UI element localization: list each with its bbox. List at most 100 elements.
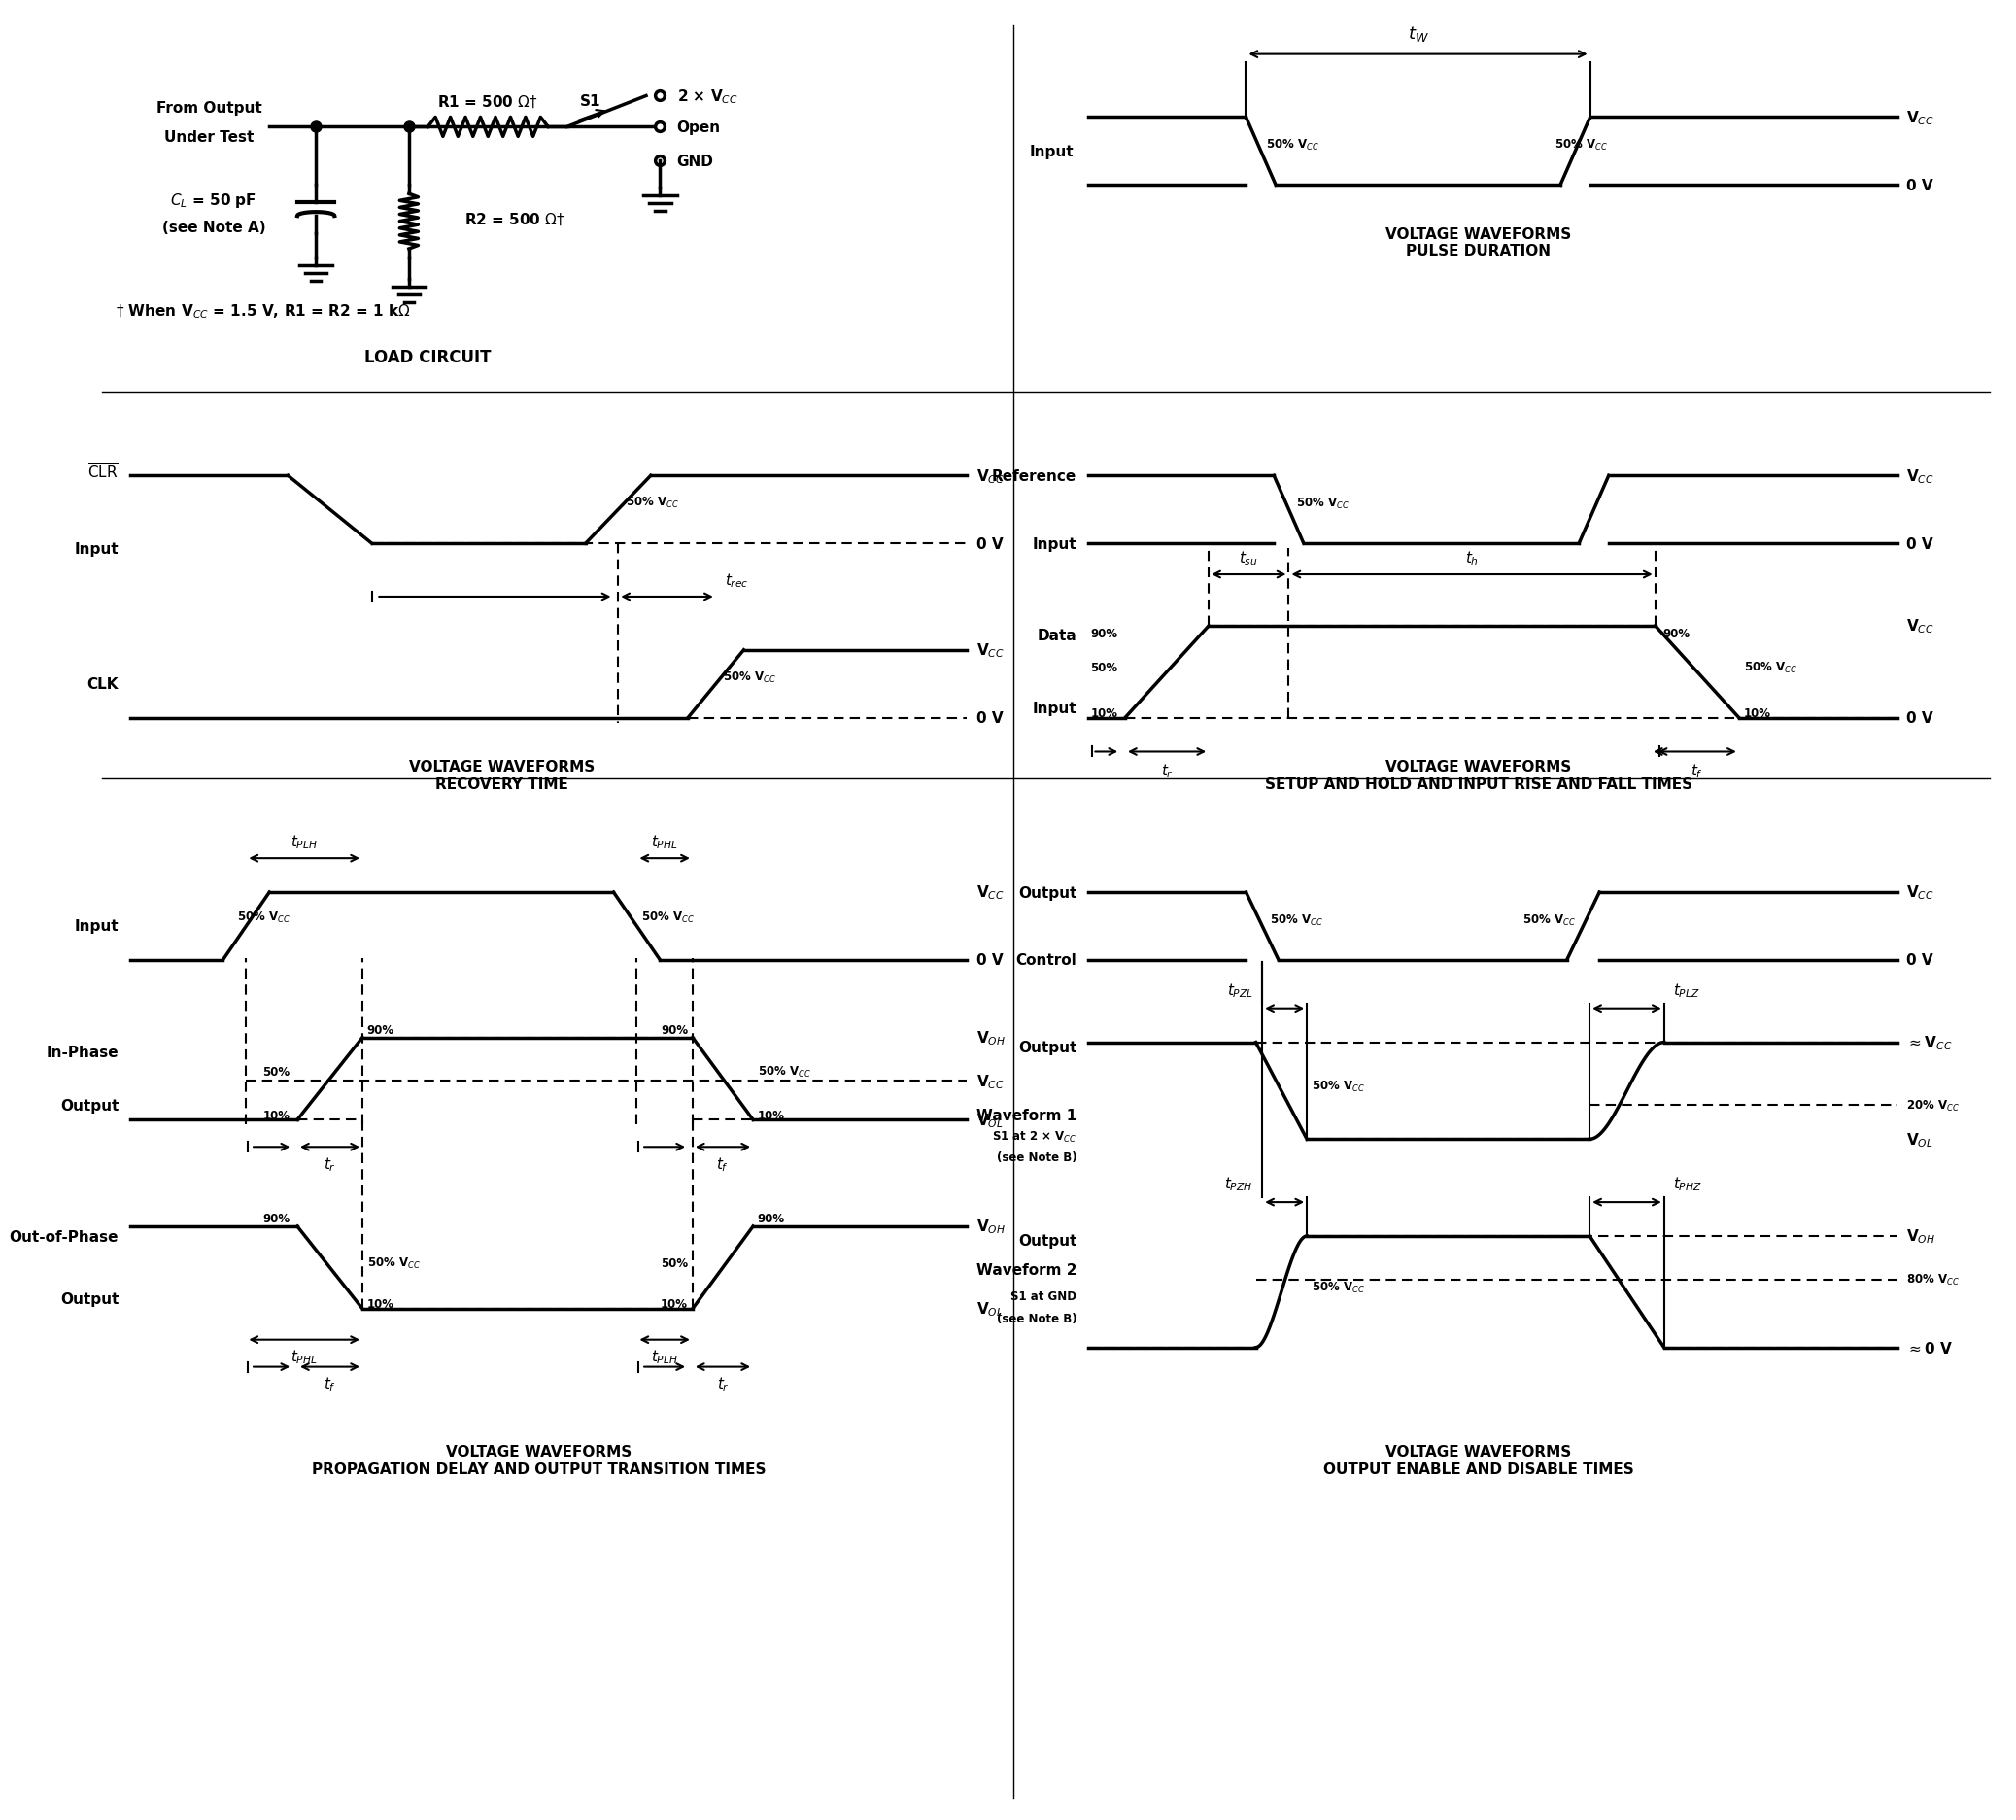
Text: 50% V$_{CC}$: 50% V$_{CC}$ xyxy=(1312,1279,1365,1294)
Text: Input: Input xyxy=(75,919,119,934)
Text: 10%: 10% xyxy=(661,1298,687,1310)
Text: 50% V$_{CC}$: 50% V$_{CC}$ xyxy=(1554,138,1607,153)
Text: V$_{CC}$: V$_{CC}$ xyxy=(1907,617,1933,635)
Text: 50%: 50% xyxy=(262,1065,290,1077)
Text: 50% V$_{CC}$: 50% V$_{CC}$ xyxy=(1522,912,1577,926)
Text: 2 × V$_{CC}$: 2 × V$_{CC}$ xyxy=(677,87,738,106)
Text: Output: Output xyxy=(1018,1041,1077,1056)
Text: 90%: 90% xyxy=(1663,628,1689,641)
Text: $\approx$V$_{CC}$: $\approx$V$_{CC}$ xyxy=(1907,1034,1954,1052)
Text: V$_{CC}$: V$_{CC}$ xyxy=(1907,109,1933,127)
Text: $\approx$0 V: $\approx$0 V xyxy=(1907,1340,1954,1356)
Text: V$_{OH}$: V$_{OH}$ xyxy=(1907,1227,1935,1245)
Text: $C_L$ = 50 pF: $C_L$ = 50 pF xyxy=(171,191,256,209)
Text: $t_r$: $t_r$ xyxy=(1161,763,1173,781)
Text: 90%: 90% xyxy=(1091,628,1117,641)
Text: 10%: 10% xyxy=(367,1298,395,1310)
Text: 10%: 10% xyxy=(1744,708,1770,719)
Text: Waveform 2: Waveform 2 xyxy=(976,1263,1077,1278)
Text: V$_{OL}$: V$_{OL}$ xyxy=(976,1110,1004,1128)
Text: S1: S1 xyxy=(581,95,601,109)
Text: $t_f$: $t_f$ xyxy=(716,1156,730,1174)
Text: 50% V$_{CC}$: 50% V$_{CC}$ xyxy=(641,910,696,925)
Text: $t_r$: $t_r$ xyxy=(325,1156,337,1174)
Text: (see Note B): (see Note B) xyxy=(996,1312,1077,1325)
Text: Input: Input xyxy=(1032,537,1077,551)
Text: R2 = 500 $\Omega$$\dagger$: R2 = 500 $\Omega$$\dagger$ xyxy=(466,211,564,228)
Text: GND: GND xyxy=(677,155,714,169)
Text: V$_{CC}$: V$_{CC}$ xyxy=(976,468,1004,486)
Text: 50%: 50% xyxy=(661,1256,687,1269)
Text: V$_{CC}$: V$_{CC}$ xyxy=(1907,883,1933,901)
Text: From Output: From Output xyxy=(155,100,262,115)
Text: $\overline{\mathrm{CLR}}$: $\overline{\mathrm{CLR}}$ xyxy=(89,462,119,480)
Text: $t_{PHL}$: $t_{PHL}$ xyxy=(290,1347,319,1365)
Text: 50% V$_{CC}$: 50% V$_{CC}$ xyxy=(1744,661,1796,675)
Text: $t_f$: $t_f$ xyxy=(1691,763,1704,781)
Text: V$_{CC}$: V$_{CC}$ xyxy=(976,641,1004,659)
Text: $t_{PZL}$: $t_{PZL}$ xyxy=(1226,981,1254,999)
Text: (see Note A): (see Note A) xyxy=(161,220,266,235)
Text: $t_r$: $t_r$ xyxy=(716,1374,730,1392)
Text: In-Phase: In-Phase xyxy=(46,1045,119,1059)
Text: VOLTAGE WAVEFORMS
PULSE DURATION: VOLTAGE WAVEFORMS PULSE DURATION xyxy=(1385,228,1570,258)
Text: 0 V: 0 V xyxy=(976,537,1004,551)
Text: Waveform 1: Waveform 1 xyxy=(976,1108,1077,1123)
Text: VOLTAGE WAVEFORMS
RECOVERY TIME: VOLTAGE WAVEFORMS RECOVERY TIME xyxy=(409,761,595,792)
Text: V$_{OH}$: V$_{OH}$ xyxy=(976,1218,1006,1236)
Text: 90%: 90% xyxy=(661,1023,687,1036)
Text: V$_{OH}$: V$_{OH}$ xyxy=(976,1028,1006,1046)
Text: VOLTAGE WAVEFORMS
PROPAGATION DELAY AND OUTPUT TRANSITION TIMES: VOLTAGE WAVEFORMS PROPAGATION DELAY AND … xyxy=(312,1445,766,1476)
Text: Input: Input xyxy=(1030,144,1075,158)
Text: 50% V$_{CC}$: 50% V$_{CC}$ xyxy=(1266,138,1318,153)
Text: 50% V$_{CC}$: 50% V$_{CC}$ xyxy=(367,1256,421,1270)
Text: Output: Output xyxy=(60,1097,119,1112)
Text: 50% V$_{CC}$: 50% V$_{CC}$ xyxy=(1312,1079,1365,1094)
Text: 50% V$_{CC}$: 50% V$_{CC}$ xyxy=(625,495,679,510)
Text: 50%: 50% xyxy=(1091,661,1117,673)
Text: Input: Input xyxy=(75,542,119,557)
Text: $t_W$: $t_W$ xyxy=(1407,24,1429,44)
Text: 0 V: 0 V xyxy=(1907,178,1933,193)
Text: 50% V$_{CC}$: 50% V$_{CC}$ xyxy=(1270,912,1322,926)
Text: 50% V$_{CC}$: 50% V$_{CC}$ xyxy=(1296,497,1349,511)
Text: 90%: 90% xyxy=(367,1023,395,1036)
Text: $t_{PZH}$: $t_{PZH}$ xyxy=(1224,1174,1254,1192)
Text: Under Test: Under Test xyxy=(163,129,254,144)
Text: $t_{PLH}$: $t_{PLH}$ xyxy=(651,1347,677,1365)
Text: R1 = 500 $\Omega$$\dagger$: R1 = 500 $\Omega$$\dagger$ xyxy=(437,93,538,109)
Text: Output: Output xyxy=(60,1292,119,1307)
Text: Output: Output xyxy=(1018,1234,1077,1249)
Text: 50% V$_{CC}$: 50% V$_{CC}$ xyxy=(724,670,776,684)
Text: 50% V$_{CC}$: 50% V$_{CC}$ xyxy=(236,910,290,925)
Text: V$_{CC}$: V$_{CC}$ xyxy=(976,1072,1004,1090)
Text: LOAD CIRCUIT: LOAD CIRCUIT xyxy=(365,348,492,366)
Text: 0 V: 0 V xyxy=(1907,537,1933,551)
Text: $t_{PHZ}$: $t_{PHZ}$ xyxy=(1673,1174,1702,1192)
Text: Open: Open xyxy=(677,120,720,135)
Text: Output: Output xyxy=(1018,885,1077,899)
Text: CLK: CLK xyxy=(87,677,119,692)
Text: 50% V$_{CC}$: 50% V$_{CC}$ xyxy=(758,1065,810,1079)
Text: 90%: 90% xyxy=(262,1212,290,1225)
Text: S1 at 2 × V$_{CC}$: S1 at 2 × V$_{CC}$ xyxy=(992,1128,1077,1145)
Text: $t_f$: $t_f$ xyxy=(323,1374,337,1392)
Text: 0 V: 0 V xyxy=(976,712,1004,726)
Text: 0 V: 0 V xyxy=(976,954,1004,968)
Text: 0 V: 0 V xyxy=(1907,712,1933,726)
Text: Data: Data xyxy=(1036,628,1077,642)
Text: $t_{PHL}$: $t_{PHL}$ xyxy=(651,834,677,852)
Text: V$_{CC}$: V$_{CC}$ xyxy=(1907,468,1933,486)
Text: 10%: 10% xyxy=(758,1108,784,1121)
Text: 10%: 10% xyxy=(262,1108,290,1121)
Text: VOLTAGE WAVEFORMS
OUTPUT ENABLE AND DISABLE TIMES: VOLTAGE WAVEFORMS OUTPUT ENABLE AND DISA… xyxy=(1322,1445,1633,1476)
Text: Reference: Reference xyxy=(992,470,1077,484)
Text: VOLTAGE WAVEFORMS
SETUP AND HOLD AND INPUT RISE AND FALL TIMES: VOLTAGE WAVEFORMS SETUP AND HOLD AND INP… xyxy=(1264,761,1691,792)
Text: 90%: 90% xyxy=(758,1212,784,1225)
Text: 20% V$_{CC}$: 20% V$_{CC}$ xyxy=(1907,1097,1960,1114)
Text: S1 at GND: S1 at GND xyxy=(1010,1290,1077,1303)
Text: Input: Input xyxy=(1032,701,1077,715)
Text: (see Note B): (see Note B) xyxy=(996,1150,1077,1163)
Text: 0 V: 0 V xyxy=(1907,954,1933,968)
Text: $t_{PLH}$: $t_{PLH}$ xyxy=(290,834,319,852)
